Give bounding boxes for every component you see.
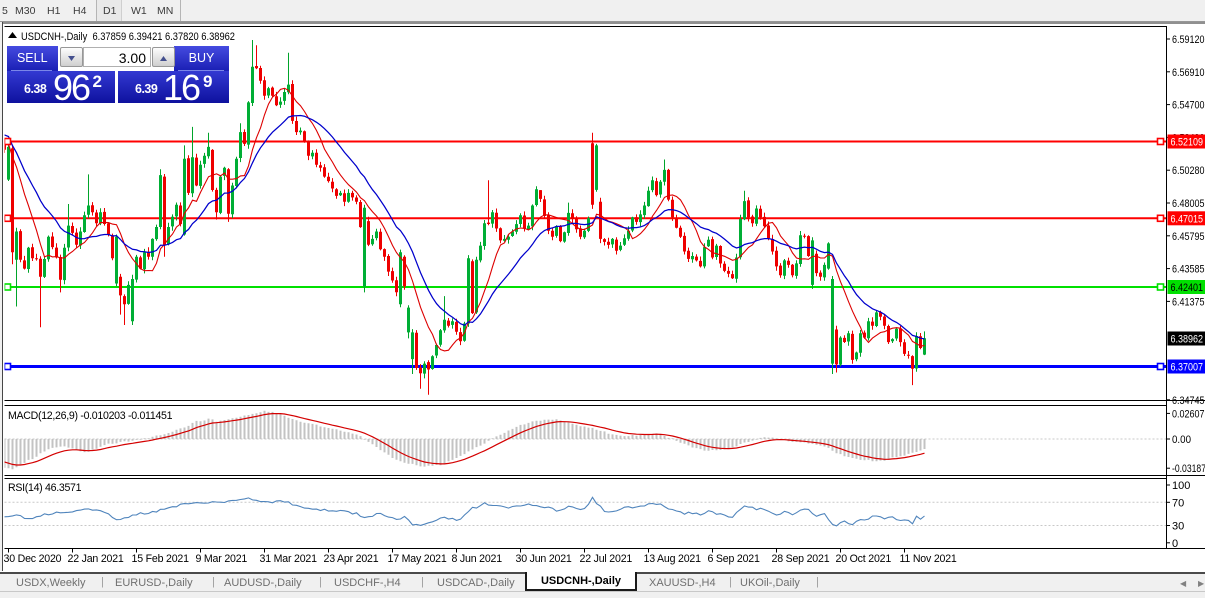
svg-text:15 Feb 2021: 15 Feb 2021 — [132, 553, 190, 565]
svg-text:6.54700: 6.54700 — [1172, 100, 1205, 112]
svg-text:30 Dec 2020: 30 Dec 2020 — [4, 553, 62, 565]
svg-text:0.00: 0.00 — [1172, 434, 1191, 446]
svg-text:9 Mar 2021: 9 Mar 2021 — [196, 553, 248, 565]
svg-text:6.48005: 6.48005 — [1172, 198, 1205, 210]
svg-text:20 Oct 2021: 20 Oct 2021 — [836, 553, 892, 565]
svg-text:6.38962: 6.38962 — [1171, 334, 1204, 346]
svg-text:13 Aug 2021: 13 Aug 2021 — [644, 553, 702, 565]
svg-text:28 Sep 2021: 28 Sep 2021 — [772, 553, 830, 565]
svg-text:8 Jun 2021: 8 Jun 2021 — [452, 553, 503, 565]
svg-text:6.59120: 6.59120 — [1172, 34, 1205, 46]
svg-text:100: 100 — [1172, 480, 1190, 492]
svg-text:31 Mar 2021: 31 Mar 2021 — [260, 553, 318, 565]
svg-text:-0.03187: -0.03187 — [1172, 463, 1205, 475]
svg-text:6.52109: 6.52109 — [1171, 137, 1204, 149]
svg-text:0: 0 — [1172, 538, 1178, 550]
svg-text:11 Nov 2021: 11 Nov 2021 — [900, 553, 957, 565]
svg-text:6.37007: 6.37007 — [1171, 362, 1204, 374]
svg-text:0.02607: 0.02607 — [1172, 408, 1205, 420]
svg-text:6.43585: 6.43585 — [1172, 264, 1205, 276]
svg-text:23 Apr 2021: 23 Apr 2021 — [324, 553, 379, 565]
svg-text:22 Jan 2021: 22 Jan 2021 — [68, 553, 124, 565]
svg-text:30: 30 — [1172, 521, 1184, 533]
svg-text:6.56910: 6.56910 — [1172, 67, 1205, 79]
svg-text:6.34745: 6.34745 — [1172, 395, 1205, 407]
svg-text:6 Sep 2021: 6 Sep 2021 — [708, 553, 761, 565]
svg-text:70: 70 — [1172, 497, 1184, 509]
svg-text:RSI(14) 46.3571: RSI(14) 46.3571 — [8, 482, 82, 494]
svg-text:6.45795: 6.45795 — [1172, 231, 1205, 243]
svg-text:MACD(12,26,9) -0.010203 -0.011: MACD(12,26,9) -0.010203 -0.011451 — [8, 410, 173, 422]
svg-text:6.42401: 6.42401 — [1171, 282, 1204, 294]
svg-text:6.41375: 6.41375 — [1172, 296, 1205, 308]
svg-text:USDCNH-,Daily 6.37859 6.39421: USDCNH-,Daily 6.37859 6.39421 6.37820 6.… — [21, 31, 235, 43]
svg-text:6.47015: 6.47015 — [1171, 213, 1204, 225]
svg-text:30 Jun 2021: 30 Jun 2021 — [516, 553, 572, 565]
svg-text:6.50280: 6.50280 — [1172, 165, 1205, 177]
svg-text:22 Jul 2021: 22 Jul 2021 — [580, 553, 633, 565]
svg-text:17 May 2021: 17 May 2021 — [388, 553, 447, 565]
